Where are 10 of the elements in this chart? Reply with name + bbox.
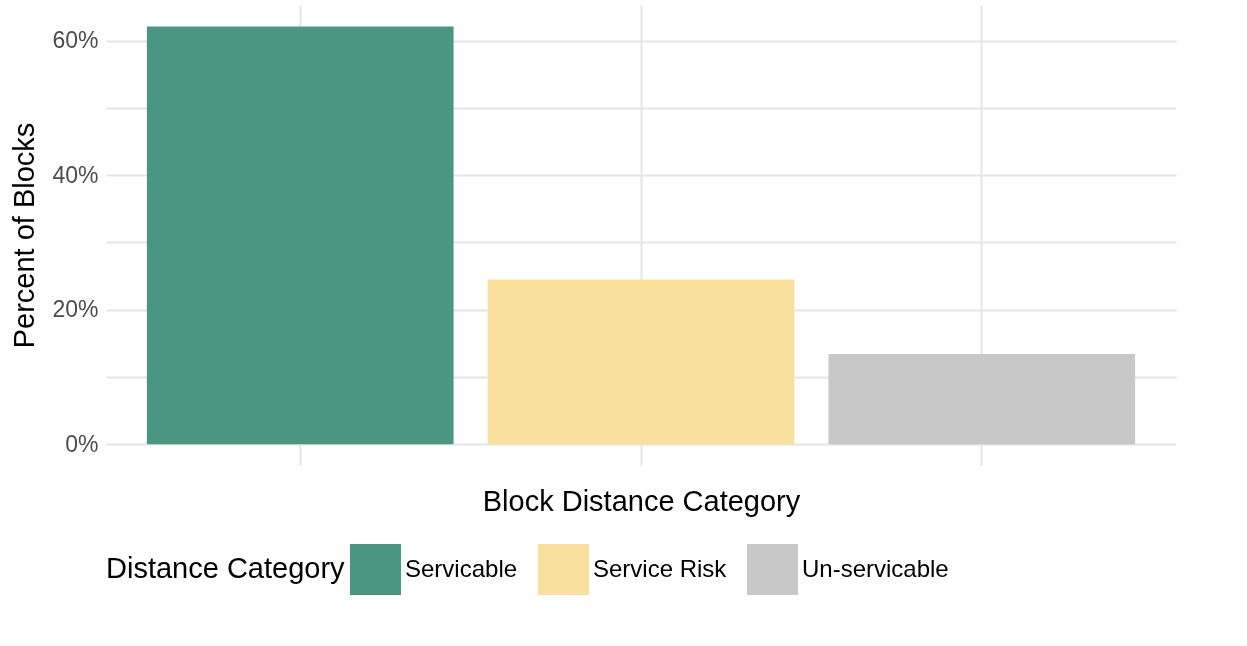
y-axis-title: Percent of Blocks: [8, 122, 41, 349]
legend-label: Servicable: [405, 554, 518, 582]
legend-label: Service Risk: [593, 554, 728, 582]
y-tick-label: 0%: [65, 430, 99, 457]
legend-title: Distance Category: [106, 552, 346, 584]
x-axis-title: Block Distance Category: [482, 484, 801, 517]
legend-label: Un-servicable: [802, 554, 949, 582]
y-tick-label: 60%: [52, 27, 99, 54]
y-tick-label: 40%: [52, 161, 99, 188]
y-tick-label: 20%: [52, 296, 99, 323]
